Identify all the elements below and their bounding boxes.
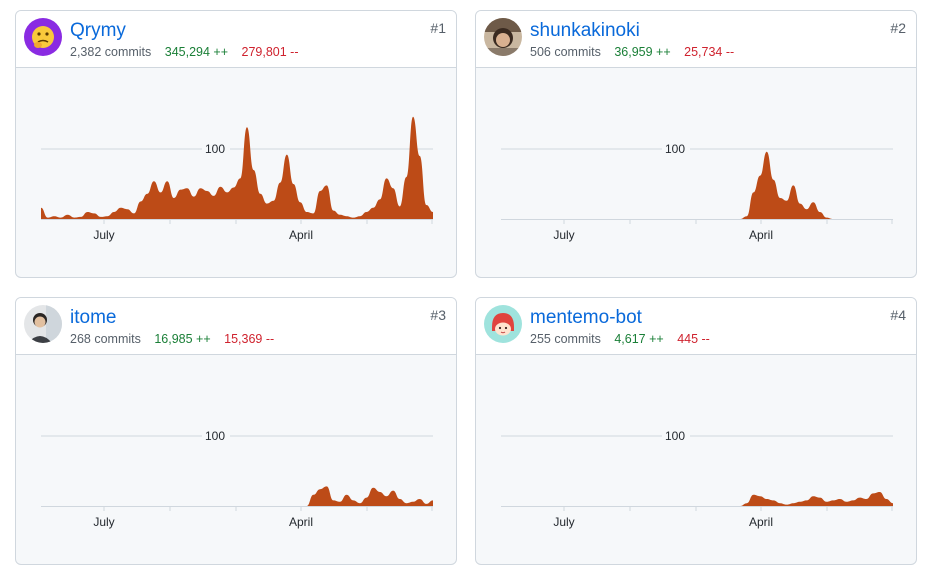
y-tick-label: 100 [205, 142, 225, 156]
contributor-rank: #2 [890, 20, 906, 36]
y-tick-bg [202, 428, 230, 444]
contribution-chart: 100 July April [41, 428, 433, 529]
contributor-username[interactable]: shunkakinoki [530, 20, 640, 41]
card-header: shunkakinoki 506 commits 36,959 ++ 25,73… [476, 11, 916, 68]
x-tick-label: July [553, 228, 574, 242]
contributor-card: shunkakinoki 506 commits 36,959 ++ 25,73… [475, 10, 917, 278]
person-avatar-icon[interactable] [24, 305, 62, 343]
contributor-rank: #3 [430, 307, 446, 323]
card-header: Qrymy 2,382 commits 345,294 ++ 279,801 -… [16, 11, 456, 68]
deletions-count: 25,734 -- [684, 45, 735, 59]
additions-count: 36,959 ++ [614, 45, 671, 59]
x-tick-label: April [749, 228, 773, 242]
commits-count[interactable]: 268 commits [70, 332, 141, 346]
x-tick-label: April [289, 515, 313, 529]
deletions-count: 445 -- [677, 332, 710, 346]
thinking-face-icon[interactable] [24, 18, 62, 56]
contributor-card: Qrymy 2,382 commits 345,294 ++ 279,801 -… [15, 10, 457, 278]
x-tick-label: April [289, 228, 313, 242]
x-tick-label: April [749, 515, 773, 529]
deletions-count: 15,369 -- [224, 332, 275, 346]
additions-count: 16,985 ++ [154, 332, 211, 346]
contributor-username[interactable]: itome [70, 307, 117, 328]
card-header: mentemo-bot 255 commits 4,617 ++ 445 -- … [476, 298, 916, 355]
deletions-count: 279,801 -- [241, 45, 299, 59]
contribution-chart: 100 July April [501, 141, 893, 242]
contributor-username[interactable]: mentemo-bot [530, 307, 642, 328]
additions-count: 345,294 ++ [164, 45, 229, 59]
commits-area [41, 116, 433, 219]
contribution-chart: 100 July April [501, 428, 893, 529]
contributor-card: mentemo-bot 255 commits 4,617 ++ 445 -- … [475, 297, 917, 565]
commits-area [501, 151, 893, 219]
y-tick-bg [202, 141, 230, 157]
x-tick-label: July [553, 515, 574, 529]
contributor-stats: 255 commits 4,617 ++ 445 -- [530, 331, 720, 347]
x-tick-label: July [93, 515, 114, 529]
commits-count[interactable]: 255 commits [530, 332, 601, 346]
y-tick-bg [662, 141, 690, 157]
y-tick-bg [662, 428, 690, 444]
photo-avatar-icon[interactable] [484, 18, 522, 56]
contributor-card: itome 268 commits 16,985 ++ 15,369 -- #3… [15, 297, 457, 565]
contributor-stats: 2,382 commits 345,294 ++ 279,801 -- [70, 44, 309, 60]
y-tick-label: 100 [205, 429, 225, 443]
contributor-stats: 268 commits 16,985 ++ 15,369 -- [70, 331, 284, 347]
contribution-chart: 100 July April [41, 116, 433, 242]
mentemo-face-icon[interactable] [484, 305, 522, 343]
contributor-username[interactable]: Qrymy [70, 20, 126, 41]
contributor-rank: #1 [430, 20, 446, 36]
x-tick-label: July [93, 228, 114, 242]
commits-count[interactable]: 2,382 commits [70, 45, 152, 59]
commits-count[interactable]: 506 commits [530, 45, 601, 59]
commits-area [41, 486, 433, 506]
contributor-rank: #4 [890, 307, 906, 323]
commits-area [501, 492, 893, 506]
card-header: itome 268 commits 16,985 ++ 15,369 -- #3 [16, 298, 456, 355]
additions-count: 4,617 ++ [614, 332, 664, 346]
y-tick-label: 100 [665, 142, 685, 156]
contributor-stats: 506 commits 36,959 ++ 25,734 -- [530, 44, 744, 60]
y-tick-label: 100 [665, 429, 685, 443]
